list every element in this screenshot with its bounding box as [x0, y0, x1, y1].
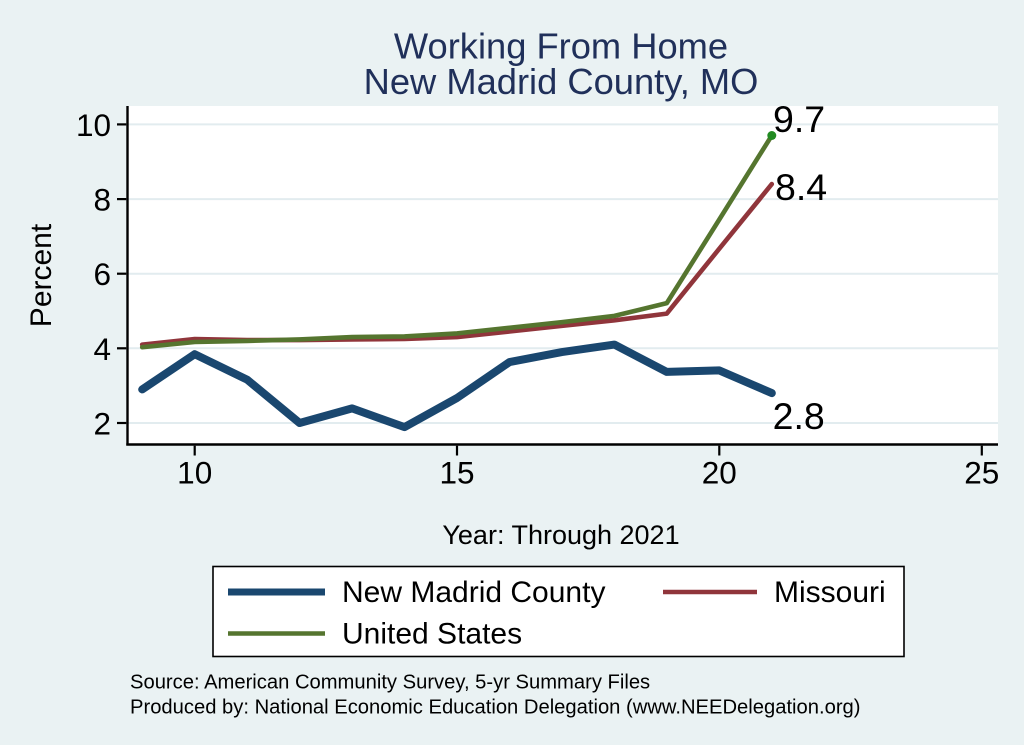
svg-text:6: 6 [93, 256, 111, 292]
svg-text:10: 10 [177, 455, 212, 491]
svg-text:Percent: Percent [25, 223, 58, 327]
svg-text:Produced by: National Economic: Produced by: National Economic Education… [130, 697, 861, 719]
svg-text:15: 15 [439, 455, 474, 491]
svg-text:8: 8 [93, 182, 111, 218]
svg-text:2: 2 [93, 406, 111, 442]
svg-text:8.4: 8.4 [775, 166, 827, 208]
svg-text:25: 25 [964, 455, 999, 491]
svg-text:9.7: 9.7 [773, 98, 825, 140]
svg-text:Working From Home: Working From Home [394, 26, 728, 67]
svg-text:2.8: 2.8 [773, 395, 825, 437]
svg-text:10: 10 [76, 107, 111, 143]
svg-text:Source: American Community Sur: Source: American Community Survey, 5-yr … [130, 672, 650, 694]
svg-text:United States: United States [342, 618, 522, 651]
svg-text:Missouri: Missouri [774, 576, 886, 609]
svg-text:Year: Through 2021: Year: Through 2021 [442, 520, 679, 550]
svg-text:20: 20 [702, 455, 737, 491]
svg-text:4: 4 [93, 331, 111, 367]
svg-text:New Madrid County, MO: New Madrid County, MO [364, 61, 759, 102]
svg-text:New Madrid County: New Madrid County [342, 576, 605, 609]
